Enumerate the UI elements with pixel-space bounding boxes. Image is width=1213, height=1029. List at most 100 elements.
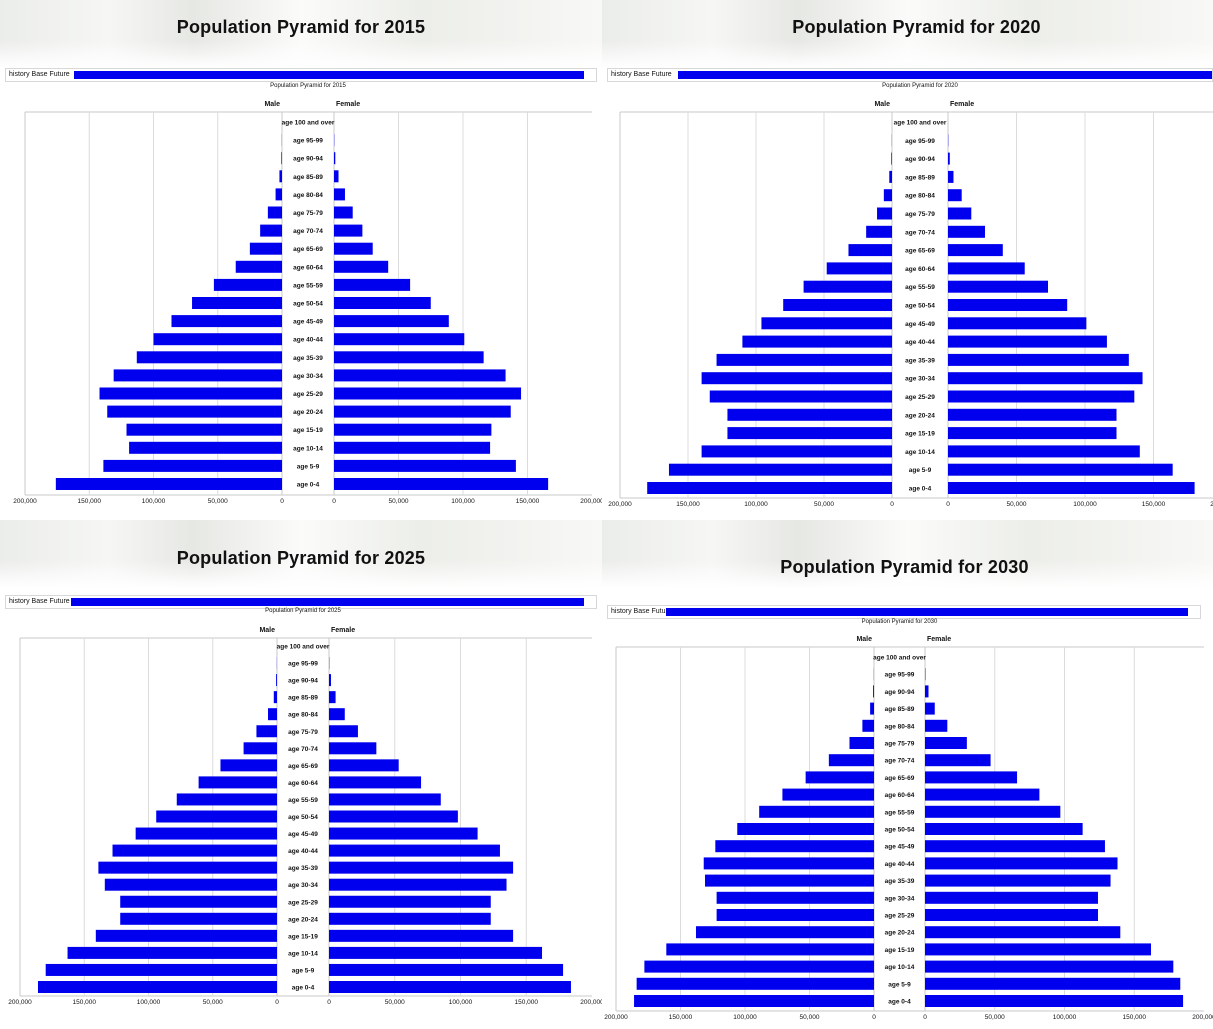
age-group-label: age 80-84 <box>885 723 915 730</box>
male-bar <box>862 719 874 732</box>
female-bar <box>329 725 358 738</box>
age-group-label: age 0-4 <box>888 999 911 1006</box>
age-group-label: age 95-99 <box>905 138 935 145</box>
male-tick-label: 100,000 <box>733 1014 757 1021</box>
age-group-label: age 20-24 <box>293 409 323 416</box>
age-group-label: age 95-99 <box>885 672 915 679</box>
female-tick-label: 0 <box>923 1014 927 1021</box>
male-bar <box>273 691 277 704</box>
female-tick-label: 50,000 <box>985 1014 1005 1021</box>
male-bar <box>783 299 892 311</box>
age-group-label: age 35-39 <box>288 865 318 872</box>
male-bar <box>870 702 874 715</box>
female-bar <box>329 929 514 942</box>
chart-subtitle: Population Pyramid for 2030 <box>862 619 938 625</box>
male-bar <box>107 405 283 418</box>
age-group-label: age 15-19 <box>905 431 935 438</box>
female-bar <box>925 926 1121 939</box>
male-bar <box>883 189 892 202</box>
female-bar <box>329 861 514 874</box>
female-bar <box>925 823 1083 835</box>
male-bar <box>249 242 282 255</box>
age-group-label: age 45-49 <box>905 321 935 328</box>
scenario-tab-bar[interactable]: history Base Future <box>607 605 1201 619</box>
male-tick-label: 200,000 <box>604 1014 628 1021</box>
male-bar <box>279 170 282 183</box>
pyramid-panel: Population Pyramid for 2015 history Base… <box>0 0 602 515</box>
age-group-label: age 5-9 <box>888 981 911 988</box>
age-group-label: age 15-19 <box>288 933 318 940</box>
male-legend-label: Male <box>259 627 275 634</box>
female-tick-label: 150,000 <box>1123 1014 1147 1021</box>
age-group-label: age 0-4 <box>297 482 320 489</box>
female-tick-label: 200,000 <box>1210 501 1213 508</box>
female-bar <box>329 708 345 721</box>
female-bar <box>948 225 985 238</box>
female-bar <box>925 909 1098 921</box>
age-group-label: age 5-9 <box>297 463 320 470</box>
scenario-tab-bar[interactable]: history Base Future <box>607 68 1213 82</box>
male-bar <box>634 995 874 1007</box>
male-tick-label: 50,000 <box>203 999 223 1006</box>
male-bar <box>153 333 282 346</box>
female-bar <box>925 702 935 715</box>
female-tick-label: 0 <box>946 501 950 508</box>
male-legend-label: Male <box>874 101 890 108</box>
scenario-progress-fill <box>678 71 1212 79</box>
age-group-label: age 65-69 <box>288 763 318 770</box>
age-group-label: age 65-69 <box>293 246 323 253</box>
scenario-tab-bar[interactable]: history Base Future <box>5 68 597 82</box>
male-bar <box>695 926 874 939</box>
age-group-label: age 10-14 <box>905 449 935 456</box>
male-bar <box>98 861 277 874</box>
male-tick-label: 150,000 <box>676 501 700 508</box>
female-bar <box>334 152 336 165</box>
age-group-label: age 15-19 <box>885 947 915 954</box>
female-bar <box>329 776 422 789</box>
pyramid-panel: Population Pyramid for 2025 history Base… <box>0 520 602 1029</box>
age-group-label: age 10-14 <box>885 964 915 971</box>
male-bar <box>701 372 892 385</box>
male-bar <box>716 891 874 904</box>
age-group-label: age 35-39 <box>905 357 935 364</box>
male-tick-label: 200,000 <box>13 498 37 505</box>
scenario-tab-bar[interactable]: history Base Future <box>5 595 597 609</box>
age-group-label: age 90-94 <box>293 156 323 163</box>
female-tick-label: 0 <box>332 498 336 505</box>
female-bar <box>925 960 1174 973</box>
female-bar <box>334 170 339 183</box>
male-bar <box>701 445 892 458</box>
female-legend-label: Female <box>927 636 951 643</box>
male-tick-label: 0 <box>872 1014 876 1021</box>
female-tick-label: 150,000 <box>515 999 539 1006</box>
age-group-label: age 50-54 <box>905 303 935 310</box>
age-group-label: age 80-84 <box>293 192 323 199</box>
female-bar <box>334 315 449 328</box>
female-bar <box>925 685 929 698</box>
age-group-label: age 55-59 <box>905 284 935 291</box>
female-bar <box>329 691 336 704</box>
scenario-tab-label: history Base Future <box>611 71 672 78</box>
age-group-label: age 25-29 <box>885 913 915 920</box>
age-group-label: age 85-89 <box>288 695 318 702</box>
chart-title: Population Pyramid for 2020 <box>792 17 1041 37</box>
age-group-label: age 70-74 <box>293 228 323 235</box>
male-bar <box>104 878 277 891</box>
pyramid-chart: Population Pyramid for 2020 Male Female age… <box>608 83 1213 508</box>
female-bar <box>329 742 377 755</box>
age-group-label: age 100 and over <box>873 655 926 662</box>
male-bar <box>135 827 277 840</box>
male-bar <box>703 857 874 870</box>
female-bar <box>334 297 431 309</box>
female-bar <box>925 771 1018 784</box>
female-bar <box>334 369 506 382</box>
male-bar <box>668 463 892 476</box>
female-bar <box>948 280 1049 293</box>
female-bar <box>948 445 1140 458</box>
scenario-progress-fill <box>74 71 584 79</box>
female-bar <box>329 810 458 823</box>
male-bar <box>243 742 277 755</box>
female-bar <box>925 977 1181 990</box>
male-bar <box>666 943 874 956</box>
female-bar <box>334 333 465 346</box>
